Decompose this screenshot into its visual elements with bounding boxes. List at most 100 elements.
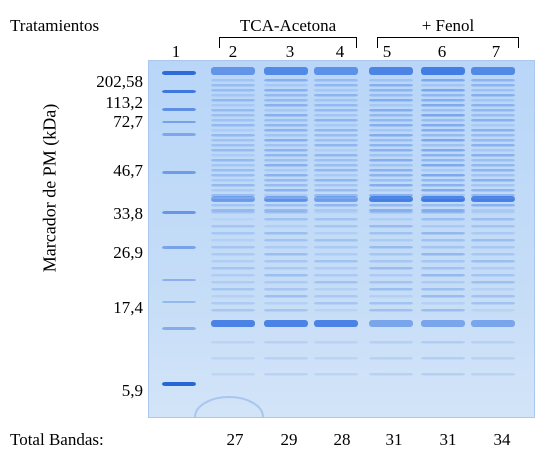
sample-band — [211, 274, 255, 277]
sample-band — [264, 218, 308, 221]
sample-band — [211, 174, 255, 177]
sample-band — [471, 169, 515, 172]
sample-band — [369, 288, 413, 291]
sample-band — [314, 295, 358, 298]
sample-band — [369, 209, 413, 212]
sample-band — [264, 246, 308, 249]
sample-band — [211, 104, 255, 107]
sample-band — [314, 174, 358, 177]
sample-band — [369, 341, 413, 344]
sample-band — [369, 84, 413, 87]
sample-band — [369, 218, 413, 221]
sample-band — [421, 209, 465, 212]
sample-band — [264, 164, 308, 167]
sample-band — [471, 94, 515, 97]
sample-band — [369, 253, 413, 256]
sample-band — [471, 204, 515, 207]
sample-band — [211, 373, 255, 376]
lane-number-1: 1 — [171, 42, 181, 61]
marker-band — [162, 108, 196, 111]
sample-band — [369, 179, 413, 182]
sample-band — [211, 129, 255, 132]
sample-band — [369, 267, 413, 270]
sample-band — [314, 119, 358, 122]
sample-band — [264, 184, 308, 187]
lane-number-4: 4 — [335, 42, 345, 61]
sample-band — [471, 211, 515, 214]
sample-band — [421, 260, 465, 263]
marker-label-202: 202,58 — [96, 72, 143, 91]
group-bracket-tca-acetona — [219, 37, 357, 48]
sample-band — [211, 84, 255, 87]
sample-band — [421, 232, 465, 235]
sample-band — [314, 109, 358, 112]
sample-band — [211, 89, 255, 92]
molecular-weight-axis-label: Marcador de PM (kDa) — [39, 103, 60, 273]
sample-band — [471, 174, 515, 177]
sample-band — [211, 179, 255, 182]
sample-band — [314, 184, 358, 187]
sample-band — [264, 267, 308, 270]
sample-band — [471, 119, 515, 122]
sample-band — [264, 109, 308, 112]
sample-band — [314, 302, 358, 305]
sample-band — [314, 114, 358, 117]
sample-band — [211, 194, 255, 197]
sample-band — [421, 288, 465, 291]
sample-band — [314, 196, 358, 202]
sample-band — [421, 179, 465, 182]
sample-band — [369, 124, 413, 127]
sample-band — [264, 99, 308, 102]
sample-band — [421, 341, 465, 344]
sample-band — [314, 89, 358, 92]
sample-band — [421, 239, 465, 242]
sample-band — [471, 164, 515, 167]
sample-band — [264, 232, 308, 235]
total-bands-lane-4: 28 — [333, 430, 351, 449]
sample-band — [369, 149, 413, 152]
sample-band — [421, 149, 465, 152]
sample-band — [211, 189, 255, 192]
sample-band — [421, 164, 465, 167]
sample-band — [264, 260, 308, 263]
sample-band — [264, 124, 308, 127]
sample-band — [421, 139, 465, 142]
sample-band — [369, 79, 413, 82]
sample-band — [471, 139, 515, 142]
sample-band — [314, 199, 358, 202]
sample-band — [264, 211, 308, 214]
sample-band — [314, 253, 358, 256]
sample-band — [264, 79, 308, 82]
sample-band — [211, 159, 255, 162]
sample-band — [314, 79, 358, 82]
sample-band — [369, 164, 413, 167]
sds-page-gel-image — [148, 60, 535, 418]
sample-band — [264, 341, 308, 344]
sample-band — [421, 89, 465, 92]
sample-band — [211, 114, 255, 117]
sample-band — [421, 99, 465, 102]
sample-band — [314, 84, 358, 87]
sample-band — [264, 225, 308, 228]
sample-band — [314, 281, 358, 284]
sample-band — [314, 225, 358, 228]
sample-band — [211, 199, 255, 202]
sample-band — [471, 99, 515, 102]
sample-band — [264, 295, 308, 298]
sample-band — [211, 149, 255, 152]
marker-label-5: 5,9 — [121, 381, 143, 400]
marker-band — [162, 171, 196, 174]
sample-band — [369, 99, 413, 102]
sample-band — [421, 204, 465, 207]
sample-band — [471, 295, 515, 298]
marker-label-33: 33,8 — [113, 204, 143, 223]
sample-band — [471, 159, 515, 162]
sample-band — [421, 267, 465, 270]
sample-band — [421, 154, 465, 157]
sample-band — [264, 144, 308, 147]
sample-band — [471, 373, 515, 376]
sample-band — [264, 84, 308, 87]
sample-band — [369, 154, 413, 157]
sample-band — [264, 302, 308, 305]
sample-band — [314, 204, 358, 207]
